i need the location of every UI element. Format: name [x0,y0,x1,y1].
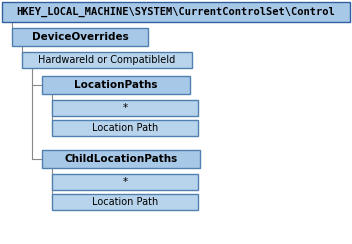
FancyBboxPatch shape [42,76,190,94]
Text: *: * [122,103,127,113]
FancyBboxPatch shape [52,194,198,210]
Text: DeviceOverrides: DeviceOverrides [32,32,128,42]
FancyBboxPatch shape [52,120,198,136]
Text: Location Path: Location Path [92,197,158,207]
FancyBboxPatch shape [22,52,192,68]
FancyBboxPatch shape [12,28,148,46]
Text: Location Path: Location Path [92,123,158,133]
FancyBboxPatch shape [2,2,350,22]
Text: ChildLocationPaths: ChildLocationPaths [64,154,178,164]
FancyBboxPatch shape [52,100,198,116]
Text: HardwareId or CompatibleId: HardwareId or CompatibleId [38,55,176,65]
Text: HKEY_LOCAL_MACHINE\SYSTEM\CurrentControlSet\Control: HKEY_LOCAL_MACHINE\SYSTEM\CurrentControl… [17,7,335,17]
FancyBboxPatch shape [52,174,198,190]
FancyBboxPatch shape [42,150,200,168]
Text: *: * [122,177,127,187]
Text: LocationPaths: LocationPaths [74,80,158,90]
